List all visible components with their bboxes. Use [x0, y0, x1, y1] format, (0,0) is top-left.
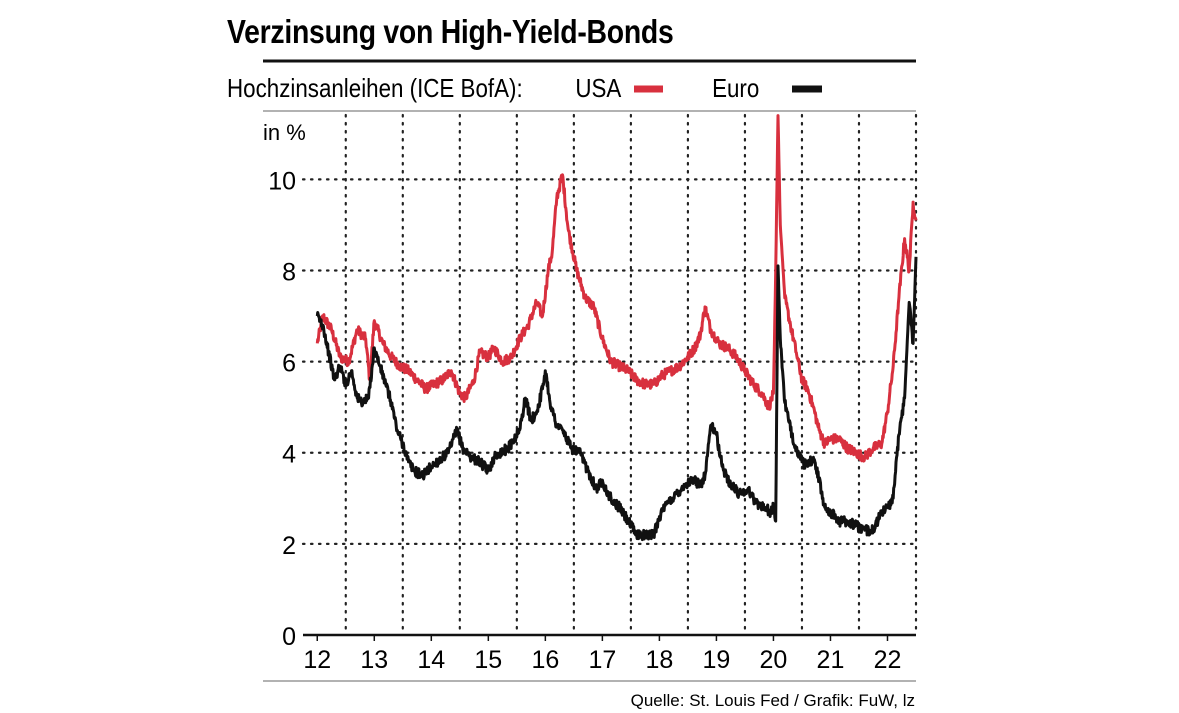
source-note: Quelle: St. Louis Fed / Grafik: FuW, lz: [631, 691, 915, 710]
legend-label-euro: Euro: [712, 74, 759, 103]
x-tick-label-20: 20: [760, 646, 788, 674]
x-tick-label-16: 16: [531, 646, 559, 674]
x-tick-label-21: 21: [817, 646, 845, 674]
y-axis-unit: in %: [263, 120, 306, 145]
x-tick-label-14: 14: [417, 646, 445, 674]
chart-title: Verzinsung von High-Yield-Bonds: [227, 13, 673, 51]
series-line-euro: [315, 256, 918, 542]
x-tick-label-19: 19: [703, 646, 731, 674]
y-tick-label-0: 0: [282, 623, 296, 651]
y-tick-label-4: 4: [282, 441, 296, 469]
x-tick-labels: 12 13 14 15 16 17 18 19 20 21 22: [303, 635, 901, 674]
x-tick-label-12: 12: [303, 646, 331, 674]
chart-subtitle: Hochzinsanleihen (ICE BofA):: [227, 74, 523, 103]
series-line-usa: [315, 114, 918, 463]
legend: USA Euro: [575, 74, 822, 103]
grid: [301, 113, 918, 637]
series-lines: [315, 114, 918, 542]
x-tick-label-17: 17: [588, 646, 616, 674]
y-tick-label-2: 2: [282, 532, 296, 560]
y-tick-label-6: 6: [282, 350, 296, 378]
y-tick-labels: 0 2 4 6 8 10: [268, 167, 296, 651]
x-tick-label-18: 18: [645, 646, 673, 674]
x-tick-label-15: 15: [474, 646, 502, 674]
x-tick-label-22: 22: [874, 646, 902, 674]
legend-label-usa: USA: [575, 74, 622, 103]
y-tick-label-8: 8: [282, 258, 296, 286]
y-tick-label-10: 10: [268, 167, 296, 195]
x-tick-label-13: 13: [360, 646, 388, 674]
